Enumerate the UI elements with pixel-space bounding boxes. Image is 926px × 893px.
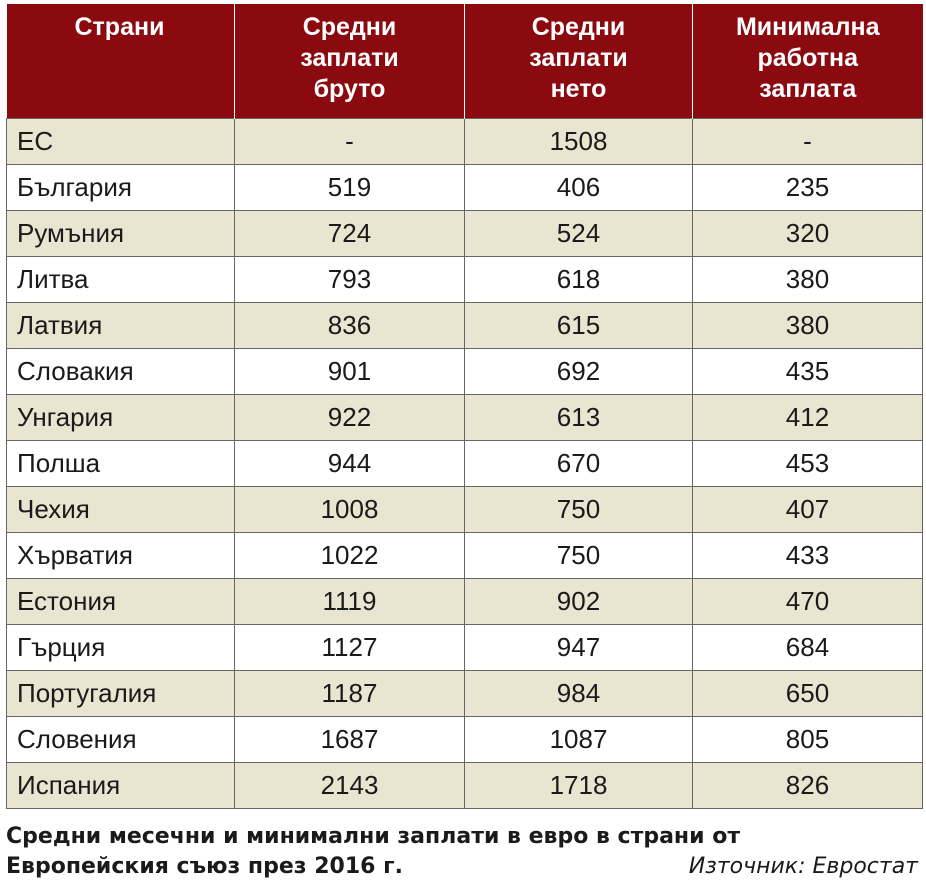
header-net-wages: Средни заплати нето xyxy=(464,4,693,118)
gross-wage-cell: 1119 xyxy=(234,577,465,625)
net-wage-cell: 613 xyxy=(464,393,693,441)
country-cell: Естония xyxy=(6,577,235,625)
net-wage-cell: 692 xyxy=(464,347,693,395)
table-row: Румъния 724 524 320 xyxy=(6,209,923,257)
country-cell: Португалия xyxy=(6,669,235,717)
gross-wage-cell: - xyxy=(234,117,465,165)
minimum-wage-cell: 235 xyxy=(692,163,923,211)
minimum-wage-cell: 320 xyxy=(692,209,923,257)
net-wage-cell: 902 xyxy=(464,577,693,625)
table-row: Чехия 1008 750 407 xyxy=(6,485,923,533)
minimum-wage-cell: 380 xyxy=(692,301,923,349)
country-cell: Литва xyxy=(6,255,235,303)
gross-wage-cell: 901 xyxy=(234,347,465,395)
gross-wage-cell: 724 xyxy=(234,209,465,257)
net-wage-cell: 670 xyxy=(464,439,693,487)
gross-wage-cell: 922 xyxy=(234,393,465,441)
table-row: Полша 944 670 453 xyxy=(6,439,923,487)
minimum-wage-cell: 805 xyxy=(692,715,923,763)
gross-wage-cell: 1127 xyxy=(234,623,465,671)
net-wage-cell: 1718 xyxy=(464,761,693,809)
net-wage-cell: 524 xyxy=(464,209,693,257)
table-row: Естония 1119 902 470 xyxy=(6,577,923,625)
gross-wage-cell: 944 xyxy=(234,439,465,487)
table-body: ЕС -1508- България 519 406 235 Румъния 724 524 32… xyxy=(6,117,923,809)
table-row: Словакия 901 692 435 xyxy=(6,347,923,395)
country-cell: Испания xyxy=(6,761,235,809)
table-row: Хърватия 1022 750 433 xyxy=(6,531,923,579)
net-wage-cell: 1508 xyxy=(464,117,693,165)
table-row: Словения 1687 1087 805 xyxy=(6,715,923,763)
table-row: Латвия 836 615 380 xyxy=(6,301,923,349)
header-row: Страни Средни заплати бруто Средни заплати н… xyxy=(6,4,923,118)
net-wage-cell: 1087 xyxy=(464,715,693,763)
gross-wage-cell: 1008 xyxy=(234,485,465,533)
table-row: Португалия 1187 984 650 xyxy=(6,669,923,717)
country-cell: Хърватия xyxy=(6,531,235,579)
table-row: Унгария 922 613 412 xyxy=(6,393,923,441)
gross-wage-cell: 519 xyxy=(234,163,465,211)
table-row: Гърция 1127 947 684 xyxy=(6,623,923,671)
net-wage-cell: 750 xyxy=(464,531,693,579)
country-cell: Румъния xyxy=(6,209,235,257)
minimum-wage-cell: - xyxy=(692,117,923,165)
minimum-wage-cell: 826 xyxy=(692,761,923,809)
country-cell: ЕС xyxy=(6,117,235,165)
header-minimum-wage: Минимална работна заплата xyxy=(692,4,923,118)
table-row: ЕС -1508- xyxy=(6,117,923,165)
table-row: Литва 793 618 380 xyxy=(6,255,923,303)
minimum-wage-cell: 433 xyxy=(692,531,923,579)
minimum-wage-cell: 453 xyxy=(692,439,923,487)
header-gross-wages: Средни заплати бруто xyxy=(234,4,465,118)
gross-wage-cell: 1022 xyxy=(234,531,465,579)
minimum-wage-cell: 684 xyxy=(692,623,923,671)
country-cell: Словакия xyxy=(6,347,235,395)
table-row: България 519 406 235 xyxy=(6,163,923,211)
country-cell: Словения xyxy=(6,715,235,763)
country-cell: Чехия xyxy=(6,485,235,533)
minimum-wage-cell: 470 xyxy=(692,577,923,625)
table-header: Страни Средни заплати бруто Средни заплати н… xyxy=(6,4,923,118)
minimum-wage-cell: 435 xyxy=(692,347,923,395)
net-wage-cell: 618 xyxy=(464,255,693,303)
net-wage-cell: 615 xyxy=(464,301,693,349)
net-wage-cell: 406 xyxy=(464,163,693,211)
net-wage-cell: 984 xyxy=(464,669,693,717)
table-caption: Средни месечни и минимални заплати в евр… xyxy=(6,824,741,879)
table-row: Испания 2143 1718 826 xyxy=(6,761,923,809)
country-cell: Полша xyxy=(6,439,235,487)
source-note: Източник: Евростат xyxy=(688,854,918,879)
country-cell: Гърция xyxy=(6,623,235,671)
country-cell: Латвия xyxy=(6,301,235,349)
net-wage-cell: 750 xyxy=(464,485,693,533)
minimum-wage-cell: 650 xyxy=(692,669,923,717)
gross-wage-cell: 836 xyxy=(234,301,465,349)
gross-wage-cell: 1687 xyxy=(234,715,465,763)
wages-table: Страни Средни заплати бруто Средни заплати н… xyxy=(6,4,923,809)
gross-wage-cell: 1187 xyxy=(234,669,465,717)
minimum-wage-cell: 407 xyxy=(692,485,923,533)
country-cell: Унгария xyxy=(6,393,235,441)
gross-wage-cell: 2143 xyxy=(234,761,465,809)
country-cell: България xyxy=(6,163,235,211)
net-wage-cell: 947 xyxy=(464,623,693,671)
minimum-wage-cell: 380 xyxy=(692,255,923,303)
gross-wage-cell: 793 xyxy=(234,255,465,303)
header-countries: Страни xyxy=(6,4,235,118)
minimum-wage-cell: 412 xyxy=(692,393,923,441)
